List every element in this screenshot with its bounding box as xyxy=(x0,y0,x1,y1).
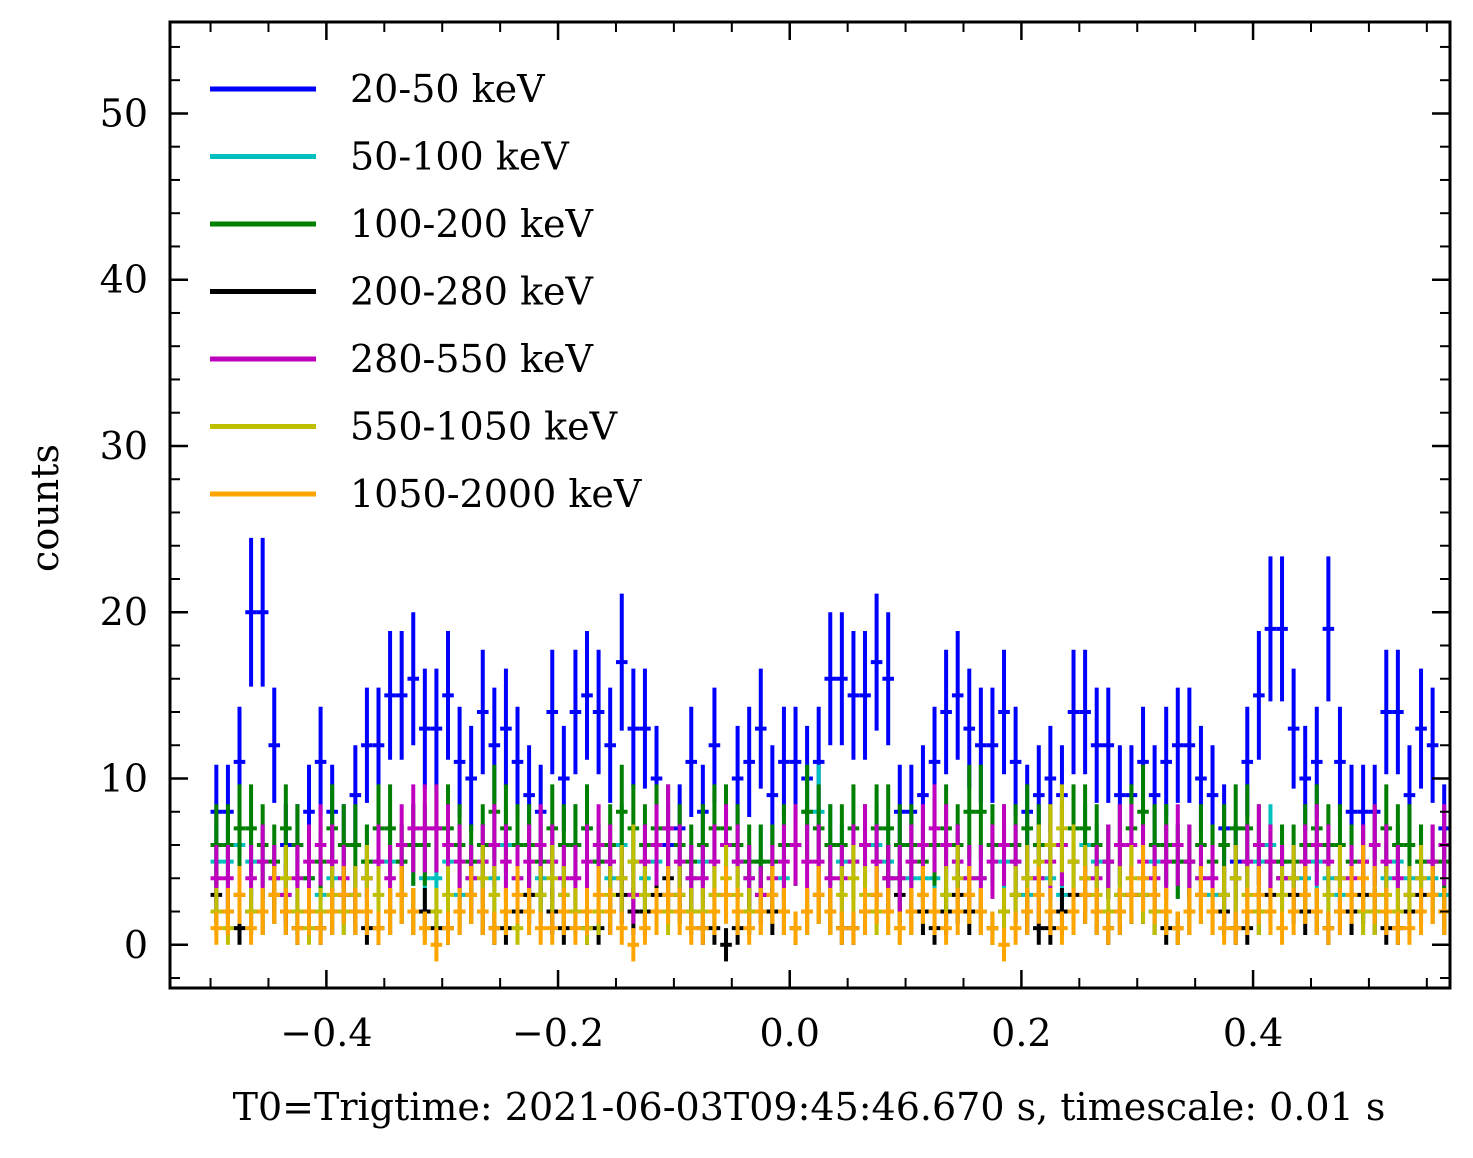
x-tick-label: −0.2 xyxy=(512,1011,604,1055)
legend-label: 550-1050 keV xyxy=(350,405,618,449)
x-tick-label: 0.4 xyxy=(1223,1011,1283,1055)
y-tick-label: 10 xyxy=(100,757,148,801)
legend-label: 1050-2000 keV xyxy=(350,472,642,516)
x-axis-label: T0=Trigtime: 2021-06-03T09:45:46.670 s, … xyxy=(233,1085,1386,1129)
y-tick-label: 20 xyxy=(100,590,148,634)
legend-label: 280-550 keV xyxy=(350,337,593,381)
series-layer xyxy=(210,537,1450,962)
legend-label: 200-280 keV xyxy=(350,270,593,314)
legend-label: 50-100 keV xyxy=(350,135,569,179)
y-tick-label: 40 xyxy=(100,258,148,302)
legend-label: 20-50 keV xyxy=(350,67,545,111)
y-tick-label: 50 xyxy=(100,91,148,135)
axes-layer: −0.4 −0.2 0.0 0.2 0.4 0 10 20 30 40 50 xyxy=(100,20,1452,1055)
plot-frame xyxy=(168,20,1452,990)
x-tick-label: −0.4 xyxy=(280,1011,372,1055)
x-tick-label: 0.0 xyxy=(760,1011,820,1055)
y-tick-label: 30 xyxy=(100,424,148,468)
x-tick-label: 0.2 xyxy=(991,1011,1051,1055)
series-7 xyxy=(210,845,1450,962)
y-tick-label: 0 xyxy=(124,923,148,967)
legend-label: 100-200 keV xyxy=(350,202,593,246)
legend: 20-50 keV 50-100 keV 100-200 keV 200-280 ke… xyxy=(210,67,642,516)
y-axis-label: counts xyxy=(23,444,67,572)
